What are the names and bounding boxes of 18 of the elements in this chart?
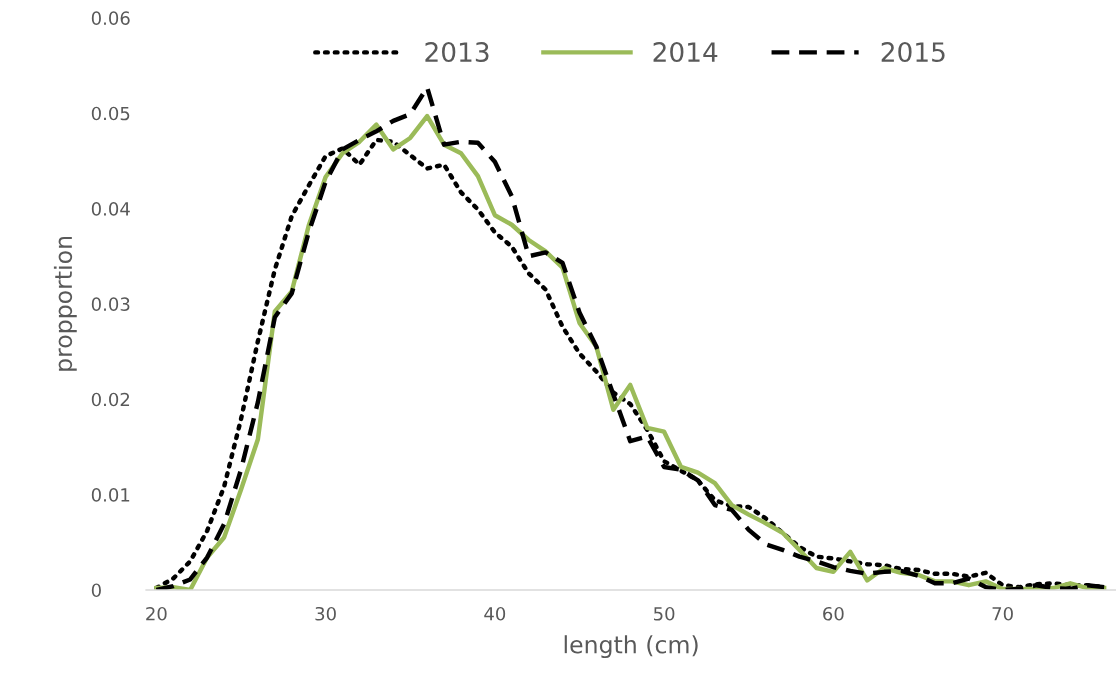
legend-label: 2015 bbox=[881, 42, 945, 63]
y-tick-label: 0.03 bbox=[91, 297, 130, 312]
x-tick-label: 60 bbox=[823, 606, 844, 621]
x-axis-title: length (cm) bbox=[564, 635, 698, 659]
y-tick-label: 0.06 bbox=[91, 11, 130, 25]
x-tick-label: 20 bbox=[146, 606, 167, 621]
x-tick-label: 50 bbox=[654, 606, 675, 621]
legend-label: 2014 bbox=[653, 42, 718, 63]
y-tick-label: 0.02 bbox=[91, 392, 130, 407]
y-tick-label: 0.01 bbox=[91, 488, 130, 502]
legend-label: 2013 bbox=[425, 42, 489, 63]
y-tick-label: 0.04 bbox=[91, 202, 130, 216]
x-tick-label: 30 bbox=[315, 606, 336, 621]
y-tick-label: 0.05 bbox=[91, 106, 130, 121]
x-tick-label: 70 bbox=[992, 606, 1013, 621]
y-axis-title: propportion bbox=[53, 236, 77, 371]
x-tick-label: 40 bbox=[484, 606, 506, 621]
y-tick-label: 0 bbox=[91, 583, 101, 598]
